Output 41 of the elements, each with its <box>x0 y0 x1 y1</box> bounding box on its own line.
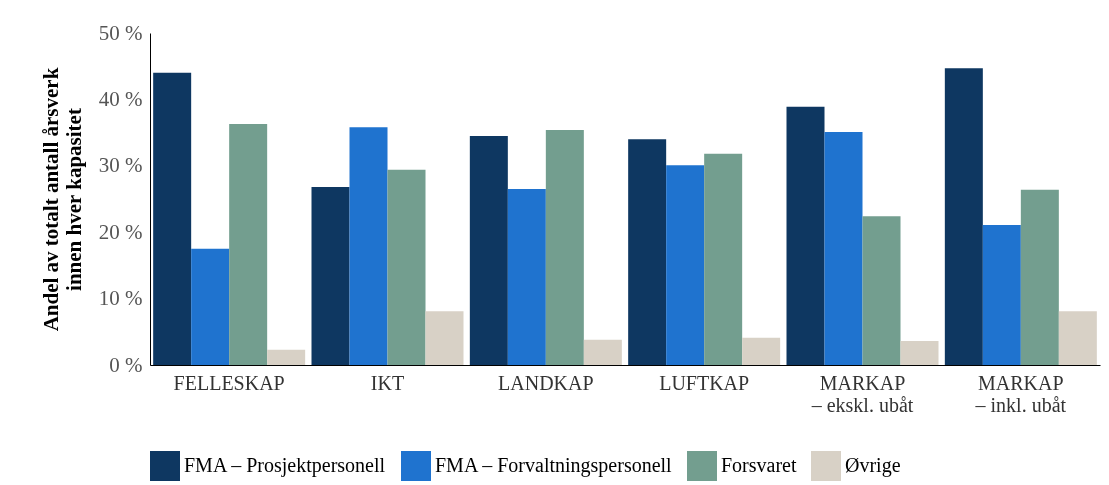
y-tick-label: 30 % <box>98 153 143 178</box>
bar <box>862 216 901 365</box>
x-tick-label: MARKAP – inkl. ubåt <box>974 371 1067 416</box>
bar <box>1020 189 1059 365</box>
bar <box>742 337 781 365</box>
y-tick-label: 50 % <box>98 20 143 45</box>
x-tick-label: LUFTKAP <box>659 371 750 394</box>
bar <box>267 349 306 365</box>
bar <box>387 169 426 365</box>
bar <box>545 129 584 365</box>
bar <box>666 165 705 365</box>
bar <box>349 127 388 365</box>
bar <box>628 139 667 365</box>
legend-label: FMA – Prosjektpersonell <box>184 454 386 477</box>
legend-label: FMA – Forvaltningspersonell <box>435 454 673 477</box>
y-axis-title: Andel av totalt antall årsverk innen hver kapasitet <box>38 67 86 332</box>
bar <box>153 72 192 365</box>
legend-label: Øvrige <box>845 454 901 477</box>
x-tick-label: LANDKAP <box>498 371 594 394</box>
x-tick-label: MARKAP – ekskl. ubåt <box>810 371 914 416</box>
bar <box>311 187 350 365</box>
bar <box>229 123 268 365</box>
bar <box>583 339 622 365</box>
bar <box>1058 311 1097 365</box>
bar <box>191 248 230 365</box>
bar <box>425 311 464 365</box>
bar <box>704 153 743 365</box>
x-tick-label: IKT <box>370 371 405 394</box>
y-tick-label: 40 % <box>98 86 143 111</box>
bar <box>786 106 825 365</box>
legend-label: Forsvaret <box>721 454 797 476</box>
bar <box>982 224 1021 365</box>
y-tick-label: 0 % <box>109 352 143 377</box>
bar <box>944 68 983 365</box>
bar <box>469 135 508 365</box>
y-tick-label: 20 % <box>98 219 143 244</box>
bar <box>824 131 863 365</box>
bar <box>507 189 546 365</box>
x-tick-label: FELLESKAP <box>173 371 285 394</box>
bar <box>900 341 939 365</box>
y-tick-label: 10 % <box>98 286 143 311</box>
